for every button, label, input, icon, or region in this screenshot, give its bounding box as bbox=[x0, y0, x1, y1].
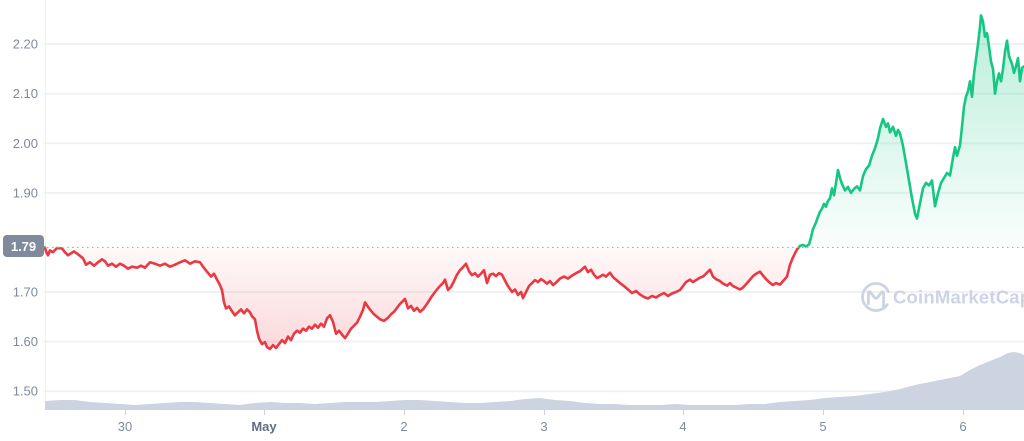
x-axis-label: 5 bbox=[819, 419, 826, 434]
y-axis-label: 2.00 bbox=[13, 136, 38, 151]
y-axis-labels: 2.20 2.10 2.00 1.90 1.70 1.60 1.50 bbox=[13, 37, 38, 399]
coinmarketcap-logo-icon bbox=[861, 282, 891, 312]
baseline-badge: 1.79 bbox=[3, 235, 44, 257]
gridlines bbox=[44, 43, 1024, 393]
volume-area bbox=[45, 352, 1024, 410]
x-axis-label: 3 bbox=[540, 419, 547, 434]
baseline-badge-label: 1.79 bbox=[11, 239, 36, 254]
price-area-down bbox=[45, 247, 1024, 349]
x-axis-label: 30 bbox=[118, 419, 132, 434]
x-axis-label: 2 bbox=[400, 419, 407, 434]
y-axis-label: 1.90 bbox=[13, 185, 38, 200]
y-axis-label: 2.10 bbox=[13, 86, 38, 101]
y-axis-label: 1.60 bbox=[13, 334, 38, 349]
watermark-text: CoinMarketCap bbox=[893, 287, 1024, 308]
x-axis-label: 4 bbox=[679, 419, 686, 434]
x-axis-label: 6 bbox=[959, 419, 966, 434]
y-axis-label: 1.70 bbox=[13, 285, 38, 300]
coinmarketcap-watermark: CoinMarketCap bbox=[861, 282, 1024, 312]
logo-m-glyph bbox=[867, 290, 885, 309]
x-axis: 30 May 2 3 4 5 6 bbox=[118, 409, 967, 434]
y-axis-label: 1.50 bbox=[13, 384, 38, 399]
x-axis-label: May bbox=[251, 419, 277, 434]
price-line-down bbox=[43, 247, 807, 351]
price-line-up bbox=[43, 14, 1024, 248]
y-axis-label: 2.20 bbox=[13, 37, 38, 52]
